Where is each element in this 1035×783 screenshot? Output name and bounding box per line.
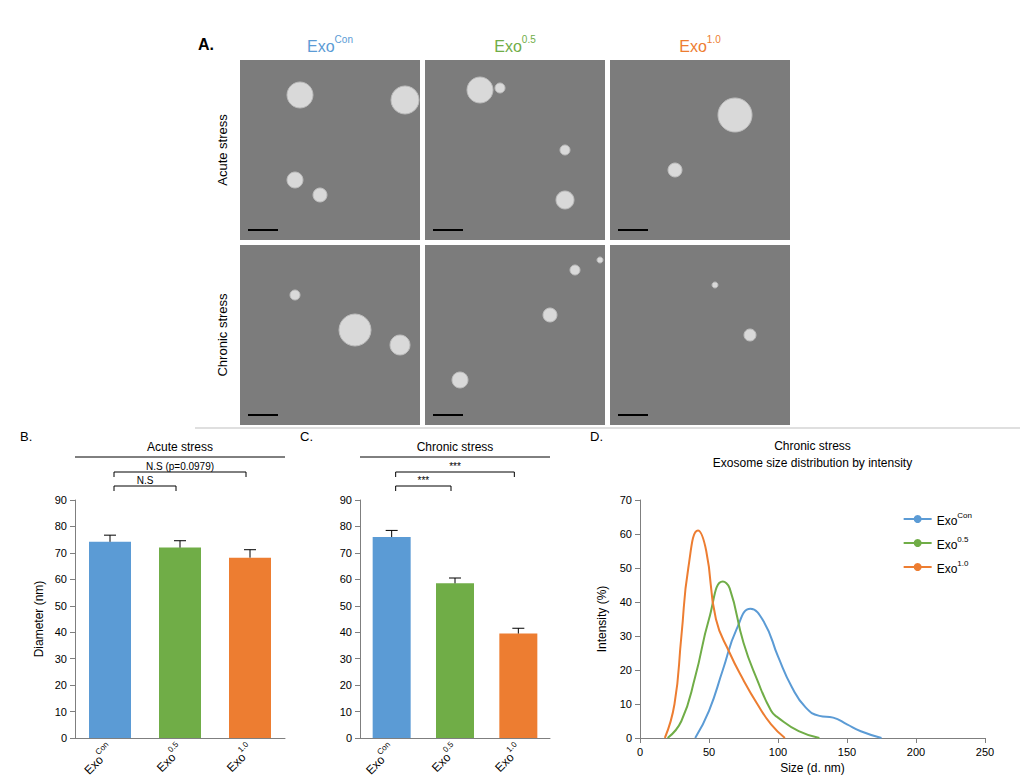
svg-text:40: 40 (620, 596, 632, 608)
svg-text:100: 100 (769, 746, 787, 758)
svg-text:50: 50 (340, 600, 352, 612)
svg-text:Con: Con (335, 34, 353, 45)
svg-text:150: 150 (838, 746, 856, 758)
svg-text:C.: C. (300, 429, 313, 444)
svg-text:0.5: 0.5 (166, 740, 181, 755)
svg-text:Con: Con (957, 511, 972, 520)
svg-text:70: 70 (620, 494, 632, 506)
svg-text:10: 10 (340, 706, 352, 718)
svg-text:250: 250 (976, 746, 994, 758)
svg-text:0: 0 (61, 732, 67, 744)
svg-text:Intensity (%): Intensity (%) (595, 586, 609, 653)
svg-text:60: 60 (55, 573, 67, 585)
svg-text:60: 60 (620, 528, 632, 540)
svg-text:Con: Con (93, 740, 111, 757)
svg-text:40: 40 (55, 626, 67, 638)
svg-text:0.5: 0.5 (522, 34, 536, 45)
svg-text:10: 10 (620, 698, 632, 710)
svg-text:1.0: 1.0 (236, 740, 251, 755)
svg-text:Chronic stress: Chronic stress (215, 293, 230, 377)
svg-text:50: 50 (703, 746, 715, 758)
svg-text:Exo: Exo (937, 562, 958, 576)
svg-text:20: 20 (620, 664, 632, 676)
svg-text:90: 90 (55, 494, 67, 506)
svg-text:0.5: 0.5 (957, 535, 969, 544)
svg-text:Exo: Exo (937, 538, 958, 552)
svg-text:40: 40 (340, 626, 352, 638)
svg-text:80: 80 (55, 520, 67, 532)
svg-text:N.S: N.S (137, 475, 154, 486)
svg-text:1.0: 1.0 (957, 559, 969, 568)
svg-text:50: 50 (620, 562, 632, 574)
svg-text:70: 70 (55, 547, 67, 559)
svg-text:Exo: Exo (154, 750, 179, 775)
svg-text:30: 30 (340, 653, 352, 665)
svg-text:Exo: Exo (492, 750, 517, 775)
svg-text:N.S (p=0.0979): N.S (p=0.0979) (146, 461, 214, 472)
svg-text:Exosome size distribution by i: Exosome size distribution by intensity (713, 456, 912, 470)
svg-text:A.: A. (198, 36, 214, 53)
svg-text:20: 20 (55, 679, 67, 691)
svg-text:Con: Con (375, 740, 392, 757)
svg-text:Chronic stress: Chronic stress (774, 439, 851, 453)
svg-text:200: 200 (907, 746, 925, 758)
svg-text:20: 20 (340, 679, 352, 691)
svg-text:Exo: Exo (224, 750, 249, 775)
svg-text:Chronic stress: Chronic stress (417, 440, 494, 454)
svg-text:D.: D. (590, 429, 603, 444)
svg-text:Exo: Exo (81, 753, 106, 778)
svg-text:0: 0 (346, 732, 352, 744)
svg-text:80: 80 (340, 520, 352, 532)
svg-text:90: 90 (340, 494, 352, 506)
svg-text:Diameter (nm): Diameter (nm) (32, 581, 46, 658)
svg-text:0: 0 (626, 732, 632, 744)
svg-text:Exo: Exo (307, 38, 335, 55)
svg-text:B.: B. (20, 429, 32, 444)
svg-text:70: 70 (340, 547, 352, 559)
svg-text:***: *** (417, 475, 429, 486)
svg-text:Exo: Exo (363, 753, 388, 778)
svg-text:50: 50 (55, 600, 67, 612)
svg-text:1.0: 1.0 (707, 34, 721, 45)
svg-text:30: 30 (55, 653, 67, 665)
svg-text:30: 30 (620, 630, 632, 642)
svg-text:***: *** (449, 461, 461, 472)
svg-text:Exo: Exo (494, 38, 522, 55)
svg-text:0.5: 0.5 (441, 740, 456, 755)
svg-text:Exo: Exo (429, 750, 454, 775)
svg-text:Exo: Exo (679, 38, 707, 55)
svg-text:10: 10 (55, 706, 67, 718)
svg-text:Acute stress: Acute stress (147, 440, 213, 454)
svg-text:60: 60 (340, 573, 352, 585)
svg-text:Exo: Exo (937, 514, 958, 528)
svg-text:Acute stress: Acute stress (215, 114, 230, 186)
svg-text:0: 0 (637, 746, 643, 758)
svg-text:Size (d. nm): Size (d. nm) (780, 761, 845, 775)
svg-text:1.0: 1.0 (504, 740, 519, 755)
